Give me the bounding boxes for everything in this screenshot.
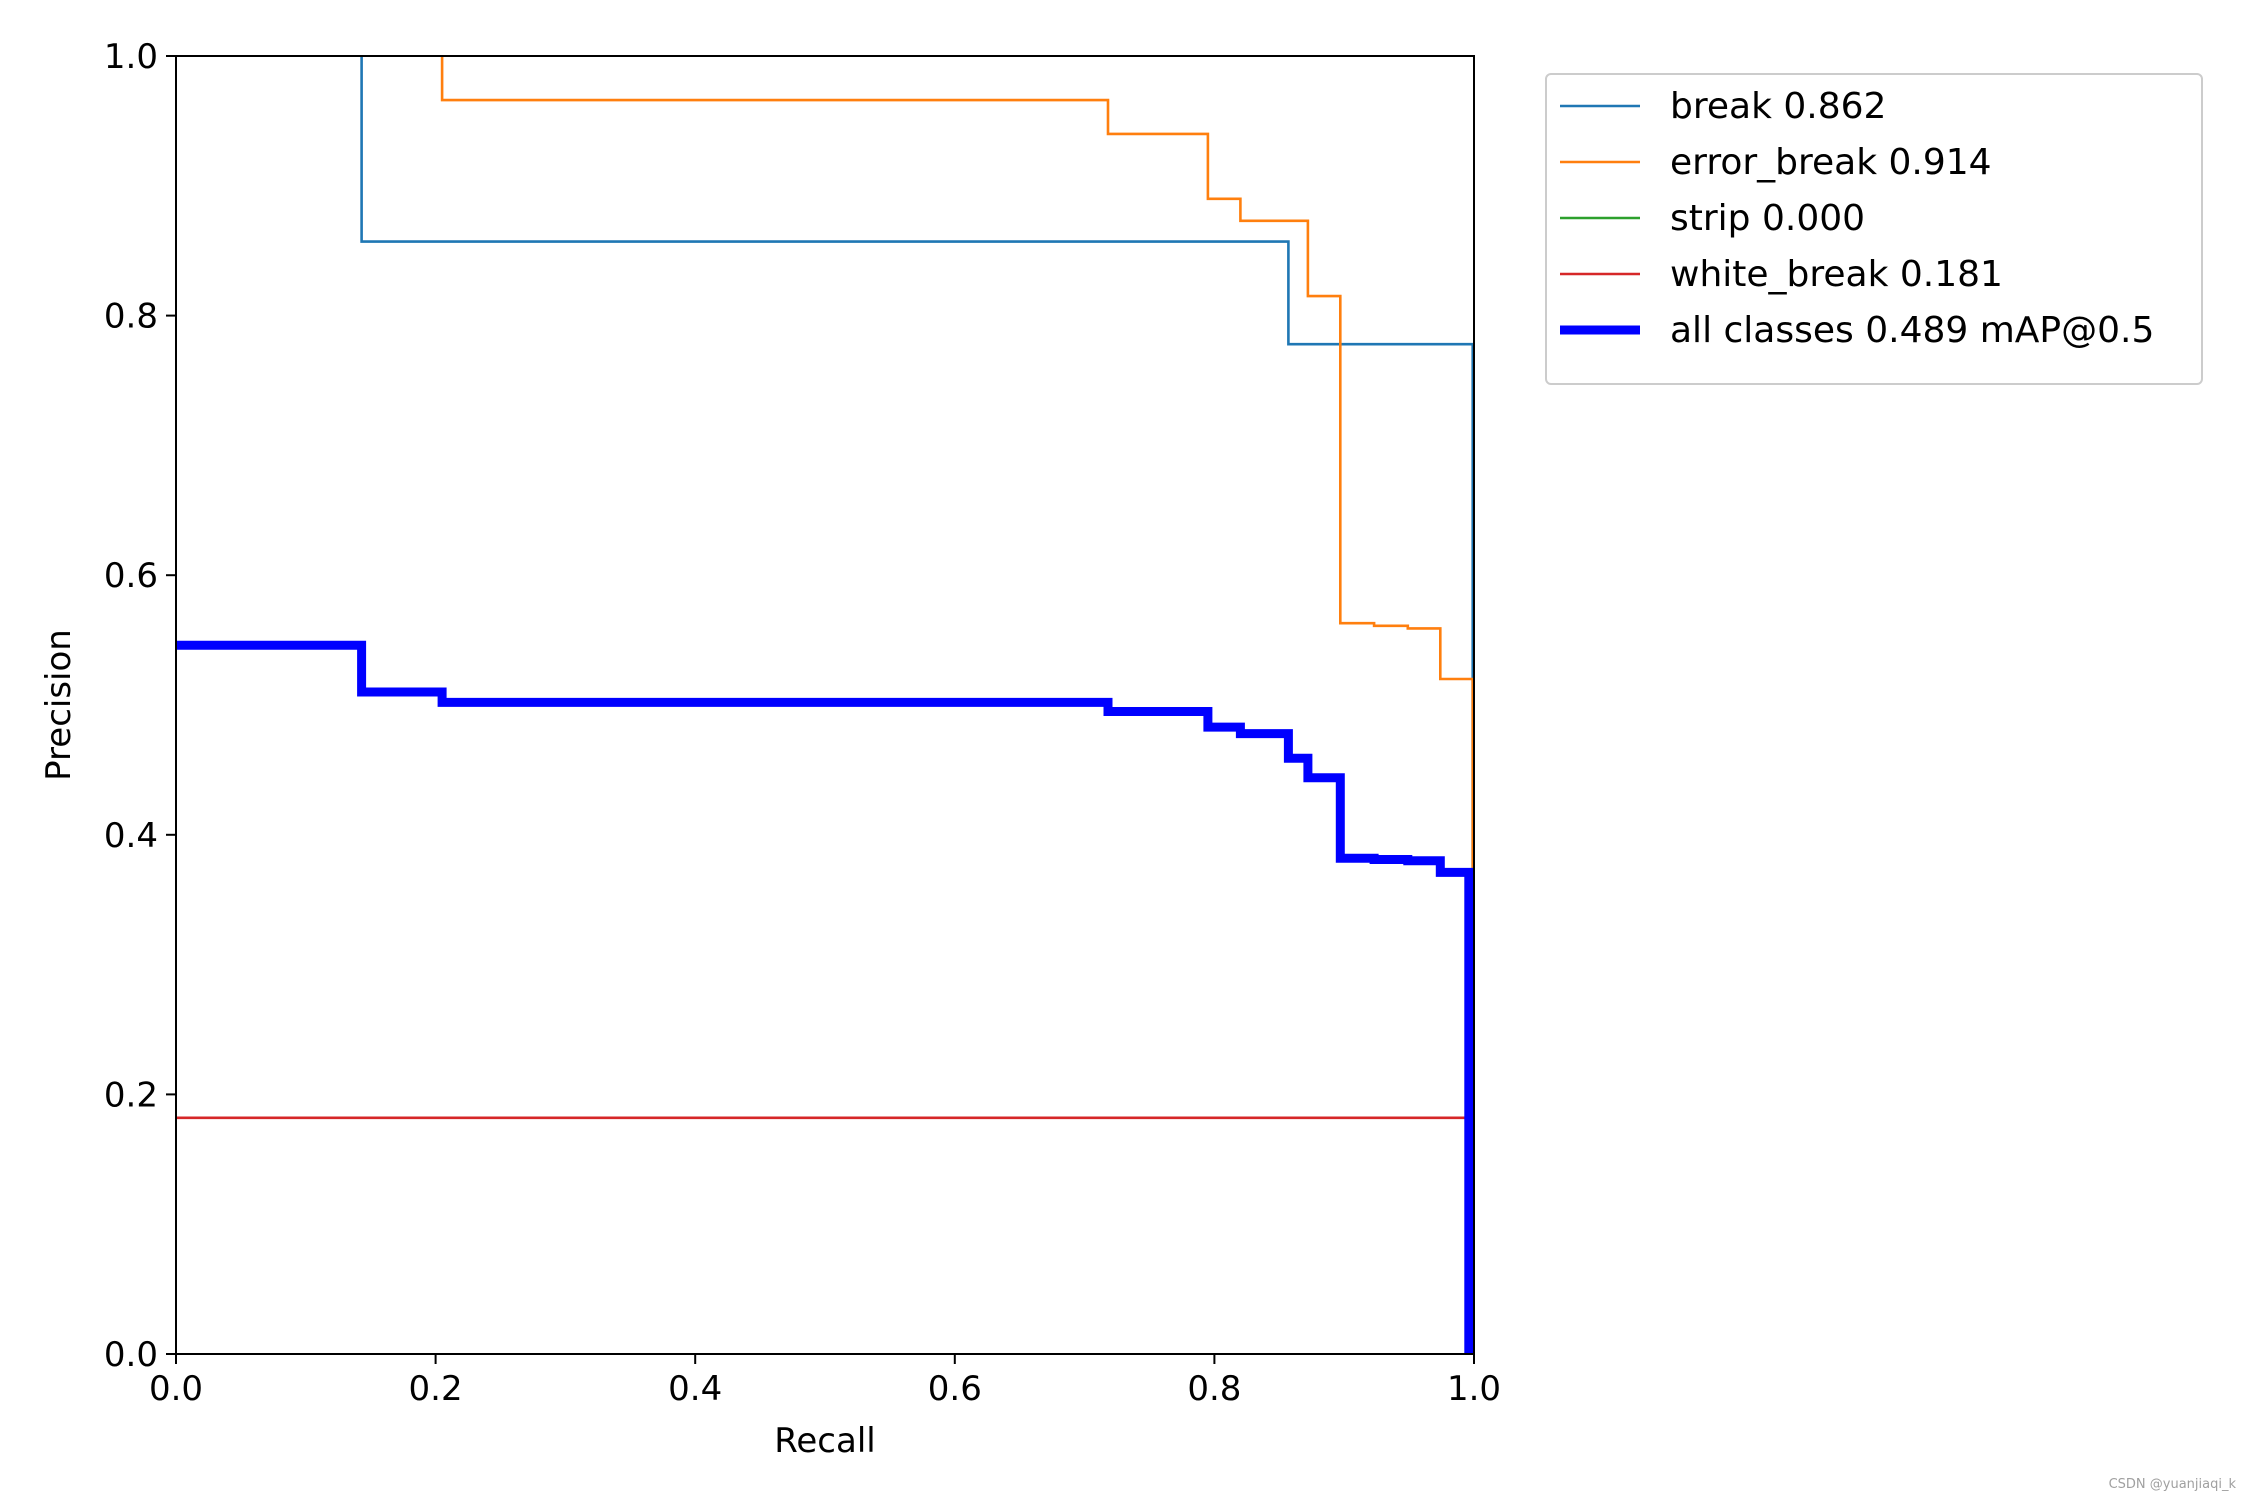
y-tick-label: 1.0 [104,37,158,77]
x-tick-label: 0.4 [668,1369,722,1409]
y-tick-label: 0.8 [104,297,158,337]
x-tick-label: 0.2 [409,1369,463,1409]
legend: break 0.862 error_break 0.914 strip 0.000 w… [1545,73,2203,385]
x-tick-label: 0.0 [149,1369,203,1409]
y-tick-label: 0.2 [104,1075,158,1115]
series-line-1 [440,56,1474,874]
legend-items: break 0.862 error_break 0.914 strip 0.000 w… [1560,86,2154,351]
legend-box [1545,73,2203,385]
legend-entry: strip 0.000 [1670,198,1865,239]
plot-frame [175,55,1475,1355]
legend-entry: white_break 0.181 [1670,254,2003,295]
ticks-layer: 0.0 0.2 0.4 0.6 0.8 1.0 0.0 0.2 0.4 0.6 0.8 1.0 [104,37,1501,1409]
series-layer [176,56,1474,1354]
x-tick-label: 1.0 [1447,1369,1501,1409]
series-line-4 [176,640,1474,1354]
series-line-3 [176,1116,1474,1354]
y-tick-label: 0.4 [104,816,158,856]
legend-entry: all classes 0.489 mAP@0.5 [1670,310,2154,351]
watermark: CSDN @yuanjiaqi_k [2108,1477,2236,1492]
series-line-0 [360,56,1474,1354]
x-axis-label: Recall [774,1421,875,1461]
legend-entry: break 0.862 [1670,86,1886,127]
y-tick-label: 0.6 [104,556,158,596]
x-tick-label: 0.6 [928,1369,982,1409]
x-tick-label: 0.8 [1187,1369,1241,1409]
y-axis-label: Precision [39,629,79,781]
legend-entry: error_break 0.914 [1670,142,1992,183]
y-tick-label: 0.0 [104,1335,158,1375]
